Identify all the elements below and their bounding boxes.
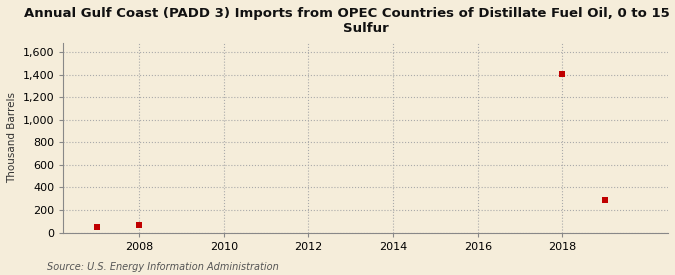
Title: Annual Gulf Coast (PADD 3) Imports from OPEC Countries of Distillate Fuel Oil, 0: Annual Gulf Coast (PADD 3) Imports from … — [24, 7, 675, 35]
Text: Source: U.S. Energy Information Administration: Source: U.S. Energy Information Administ… — [47, 262, 279, 272]
Point — [92, 225, 103, 229]
Point — [557, 72, 568, 76]
Y-axis label: Thousand Barrels: Thousand Barrels — [7, 92, 17, 183]
Point — [599, 198, 610, 202]
Point — [134, 223, 144, 228]
